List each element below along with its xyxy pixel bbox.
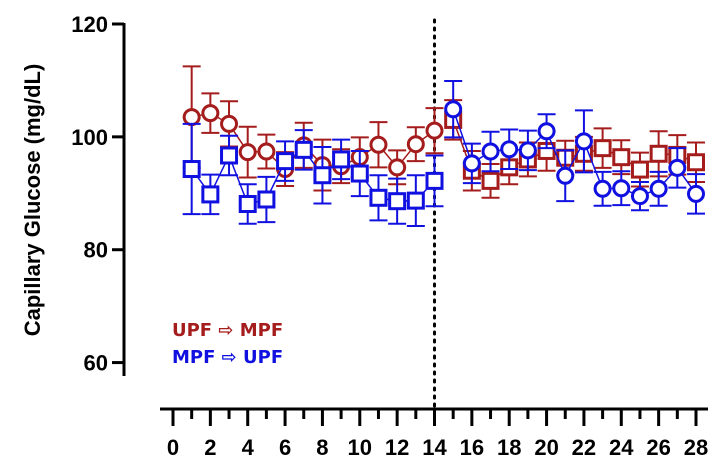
y-tick-label: 120 bbox=[71, 12, 108, 37]
data-point-square bbox=[406, 191, 425, 210]
legend-entry-mpf-upf: MPF ⇨ UPF bbox=[172, 347, 283, 368]
y-tick-label: 80 bbox=[84, 238, 108, 263]
x-tick-label: 28 bbox=[684, 435, 708, 460]
data-point-circle bbox=[630, 187, 649, 206]
data-point-circle bbox=[518, 141, 537, 160]
x-tick-label: 24 bbox=[609, 435, 634, 460]
data-point-square bbox=[388, 192, 407, 211]
data-point-square bbox=[257, 190, 276, 209]
x-tick-label: 14 bbox=[422, 435, 447, 460]
data-point-square bbox=[276, 152, 295, 171]
legend: UPF ⇨ MPF MPF ⇨ UPF bbox=[172, 320, 283, 368]
x-tick-label: 0 bbox=[167, 435, 179, 460]
y-axis: 60 80 100 120 bbox=[71, 12, 126, 376]
y-axis-title: Capillary Glucose (mg/dL) bbox=[20, 64, 45, 337]
x-tick-label: 8 bbox=[316, 435, 328, 460]
y-tick-label: 100 bbox=[71, 125, 108, 150]
data-point-circle bbox=[388, 158, 407, 177]
data-point-square bbox=[201, 185, 220, 204]
data-point-circle bbox=[444, 100, 463, 119]
data-point-square bbox=[687, 153, 705, 172]
y-tick-label: 60 bbox=[84, 351, 108, 376]
data-point-circle bbox=[593, 179, 612, 198]
data-point-circle bbox=[500, 140, 519, 159]
x-axis: 0 2 4 6 8 10 12 14 16 18 20 22 24 26 28 bbox=[160, 407, 708, 460]
data-point-circle bbox=[668, 158, 687, 177]
series-upf-mpf bbox=[182, 65, 705, 199]
data-point-square bbox=[593, 139, 612, 158]
data-point-square bbox=[220, 146, 239, 165]
data-point-circle bbox=[462, 154, 481, 173]
data-point-circle bbox=[687, 184, 705, 203]
data-point-square bbox=[238, 195, 257, 214]
data-point-square bbox=[350, 164, 369, 183]
data-point-circle bbox=[257, 142, 276, 161]
x-tick-label: 16 bbox=[460, 435, 484, 460]
data-point-circle bbox=[537, 122, 556, 141]
data-point-circle bbox=[425, 121, 444, 140]
data-point-square bbox=[369, 188, 388, 207]
x-tick-label: 4 bbox=[242, 435, 255, 460]
data-point-square bbox=[294, 140, 313, 159]
data-point-circle bbox=[182, 108, 201, 127]
data-point-square bbox=[332, 150, 351, 169]
data-point-circle bbox=[574, 132, 593, 151]
data-point-circle bbox=[612, 179, 631, 198]
data-point-square bbox=[182, 160, 201, 179]
data-point-square bbox=[612, 148, 631, 167]
data-point-circle bbox=[238, 143, 257, 162]
data-point-circle bbox=[556, 166, 575, 185]
x-tick-label: 2 bbox=[204, 435, 216, 460]
data-point-square bbox=[313, 166, 332, 185]
data-point-circle bbox=[406, 135, 425, 154]
data-point-square bbox=[425, 171, 444, 190]
x-tick-label: 22 bbox=[572, 435, 596, 460]
x-tick-label: 10 bbox=[348, 435, 372, 460]
x-tick-label: 20 bbox=[534, 435, 558, 460]
x-tick-label: 26 bbox=[646, 435, 670, 460]
data-point-circle bbox=[481, 142, 500, 161]
data-point-square bbox=[630, 160, 649, 179]
legend-entry-upf-mpf: UPF ⇨ MPF bbox=[172, 320, 283, 341]
series-mpf-upf bbox=[182, 79, 705, 228]
x-tick-label: 18 bbox=[497, 435, 521, 460]
x-tick-label: 12 bbox=[385, 435, 409, 460]
data-point-circle bbox=[649, 179, 668, 198]
data-point-circle bbox=[369, 135, 388, 154]
data-point-circle bbox=[220, 114, 239, 133]
data-point-square bbox=[481, 171, 500, 190]
data-point-square bbox=[649, 144, 668, 163]
series-layer bbox=[182, 65, 705, 228]
data-point-circle bbox=[201, 104, 220, 123]
x-tick-label: 6 bbox=[279, 435, 291, 460]
